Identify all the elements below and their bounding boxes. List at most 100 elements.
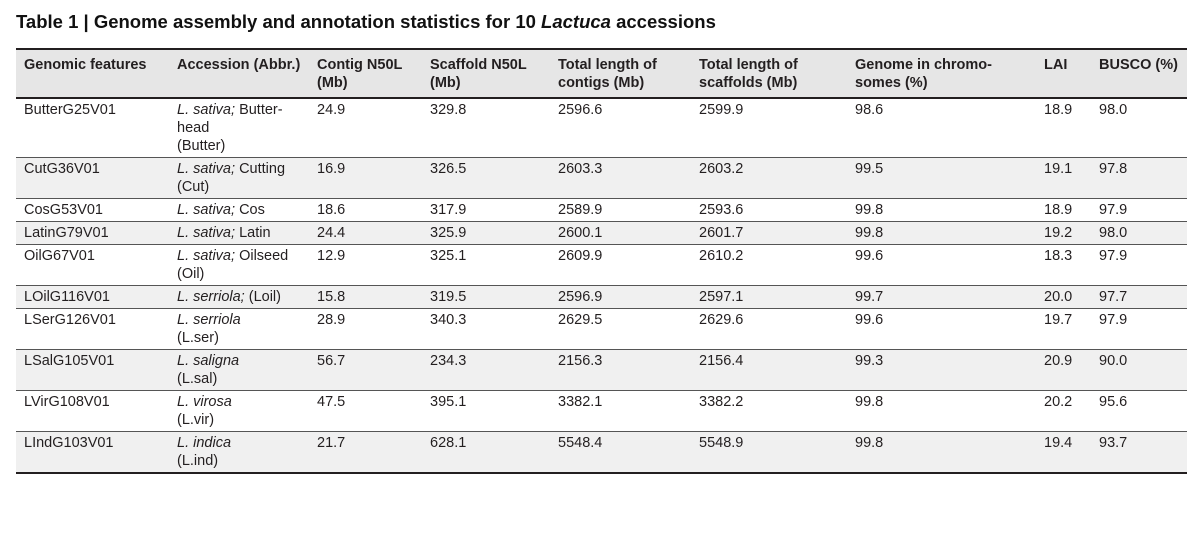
cell-genome-in-chromosomes: 99.8 xyxy=(847,390,1036,432)
cell-busco: 95.6 xyxy=(1091,390,1187,432)
cell-accession: L. sativa; Cutting (Cut) xyxy=(169,157,309,199)
col-header-total-length-contigs: Total length of contigs (Mb) xyxy=(550,48,691,99)
table-title-prefix: Table 1 | Genome assembly and annotation… xyxy=(16,11,542,32)
cell-total-length-contigs: 2600.1 xyxy=(550,221,691,245)
cell-genomic-feature: LatinG79V01 xyxy=(16,221,169,245)
cell-genome-in-chromosomes: 99.6 xyxy=(847,244,1036,286)
cell-genome-in-chromosomes: 99.5 xyxy=(847,157,1036,199)
cell-total-length-contigs: 2596.9 xyxy=(550,285,691,309)
cell-lai: 20.2 xyxy=(1036,390,1091,432)
cell-accession: L. serriola; (Loil) xyxy=(169,285,309,309)
cell-lai: 19.2 xyxy=(1036,221,1091,245)
species-name: L. sativa; xyxy=(177,102,236,118)
cell-total-length-scaffolds: 2599.9 xyxy=(691,98,847,158)
accession-abbr: (Oil) xyxy=(177,266,205,282)
accession-name: Cos xyxy=(239,202,265,218)
cell-total-length-contigs: 5548.4 xyxy=(550,431,691,474)
cell-genome-in-chromosomes: 98.6 xyxy=(847,98,1036,158)
cell-scaffold-n50l: 340.3 xyxy=(422,308,550,350)
cell-genomic-feature: CutG36V01 xyxy=(16,157,169,199)
cell-total-length-contigs: 2156.3 xyxy=(550,349,691,391)
cell-total-length-contigs: 2629.5 xyxy=(550,308,691,350)
cell-total-length-scaffolds: 2156.4 xyxy=(691,349,847,391)
cell-lai: 18.9 xyxy=(1036,98,1091,158)
cell-total-length-scaffolds: 2603.2 xyxy=(691,157,847,199)
cell-scaffold-n50l: 395.1 xyxy=(422,390,550,432)
cell-lai: 19.1 xyxy=(1036,157,1091,199)
cell-contig-n50l: 15.8 xyxy=(309,285,422,309)
species-name: L. saligna xyxy=(177,353,240,369)
species-name: L. serriola; xyxy=(177,289,245,305)
table-row: LatinG79V01 L. sativa; Latin 24.4 325.9 2600… xyxy=(16,221,1187,245)
cell-accession: L. virosa (L.vir) xyxy=(169,390,309,432)
cell-contig-n50l: 24.9 xyxy=(309,98,422,158)
cell-scaffold-n50l: 319.5 xyxy=(422,285,550,309)
cell-scaffold-n50l: 234.3 xyxy=(422,349,550,391)
accession-name: Oilseed xyxy=(239,248,289,264)
accession-abbr: (L.ind) xyxy=(177,453,219,469)
cell-genome-in-chromosomes: 99.8 xyxy=(847,431,1036,474)
accession-abbr: (Cut) xyxy=(177,179,210,195)
table-row: CutG36V01 L. sativa; Cutting (Cut) 16.9 326.… xyxy=(16,157,1187,199)
cell-contig-n50l: 16.9 xyxy=(309,157,422,199)
cell-accession: L. sativa; Cos xyxy=(169,198,309,222)
accession-name: Cutting xyxy=(239,161,286,177)
cell-scaffold-n50l: 317.9 xyxy=(422,198,550,222)
table-row: CosG53V01 L. sativa; Cos 18.6 317.9 2589.9 25… xyxy=(16,198,1187,222)
cell-total-length-contigs: 2589.9 xyxy=(550,198,691,222)
cell-accession: L. sativa; Oilseed (Oil) xyxy=(169,244,309,286)
table-title: Table 1 | Genome assembly and annotation… xyxy=(16,11,716,33)
cell-genomic-feature: LIndG103V01 xyxy=(16,431,169,474)
cell-busco: 97.9 xyxy=(1091,244,1187,286)
table-row: LOilG116V01 L. serriola; (Loil) 15.8 319.5 2… xyxy=(16,285,1187,309)
cell-total-length-contigs: 2603.3 xyxy=(550,157,691,199)
species-name: L. serriola xyxy=(177,312,241,328)
col-header-contig-n50l: Contig N50L (Mb) xyxy=(309,48,422,99)
cell-genomic-feature: ButterG25V01 xyxy=(16,98,169,158)
accession-name: Latin xyxy=(239,225,271,241)
cell-total-length-scaffolds: 2629.6 xyxy=(691,308,847,350)
cell-busco: 97.9 xyxy=(1091,198,1187,222)
cell-genome-in-chromosomes: 99.6 xyxy=(847,308,1036,350)
cell-busco: 97.8 xyxy=(1091,157,1187,199)
cell-genome-in-chromosomes: 99.3 xyxy=(847,349,1036,391)
col-header-genomic-features: Genomic features xyxy=(16,48,169,99)
cell-busco: 97.9 xyxy=(1091,308,1187,350)
cell-lai: 19.7 xyxy=(1036,308,1091,350)
cell-scaffold-n50l: 326.5 xyxy=(422,157,550,199)
cell-accession: L. serriola (L.ser) xyxy=(169,308,309,350)
table-row: LSerG126V01 L. serriola (L.ser) 28.9 340.3 26… xyxy=(16,308,1187,350)
cell-contig-n50l: 28.9 xyxy=(309,308,422,350)
cell-total-length-scaffolds: 2593.6 xyxy=(691,198,847,222)
cell-contig-n50l: 47.5 xyxy=(309,390,422,432)
cell-genomic-feature: OilG67V01 xyxy=(16,244,169,286)
table-header: Genomic features Accession (Abbr.) Conti… xyxy=(16,48,1187,99)
cell-genome-in-chromosomes: 99.7 xyxy=(847,285,1036,309)
cell-lai: 18.3 xyxy=(1036,244,1091,286)
cell-total-length-scaffolds: 2610.2 xyxy=(691,244,847,286)
accession-abbr: (Butter) xyxy=(177,138,226,154)
cell-total-length-contigs: 2609.9 xyxy=(550,244,691,286)
table-row: OilG67V01 L. sativa; Oilseed (Oil) 12.9 325.… xyxy=(16,244,1187,286)
table-row: ButterG25V01 L. sativa; Butter-head (Butte… xyxy=(16,98,1187,158)
cell-total-length-scaffolds: 3382.2 xyxy=(691,390,847,432)
col-header-genome-in-chromosomes: Genome in chromo-somes (%) xyxy=(847,48,1036,99)
col-header-total-length-scaffolds: Total length of scaffolds (Mb) xyxy=(691,48,847,99)
species-name: L. sativa; xyxy=(177,225,236,241)
accession-name: Butter-head xyxy=(177,102,283,136)
cell-scaffold-n50l: 329.8 xyxy=(422,98,550,158)
table-row: LSalG105V01 L. saligna (L.sal) 56.7 234.3 215… xyxy=(16,349,1187,391)
cell-accession: L. saligna (L.sal) xyxy=(169,349,309,391)
species-name: L. sativa; xyxy=(177,248,236,264)
table-title-suffix: accessions xyxy=(610,11,716,32)
cell-lai: 19.4 xyxy=(1036,431,1091,474)
cell-total-length-scaffolds: 2601.7 xyxy=(691,221,847,245)
cell-total-length-contigs: 2596.6 xyxy=(550,98,691,158)
cell-genomic-feature: LSerG126V01 xyxy=(16,308,169,350)
species-name: L. sativa; xyxy=(177,202,236,218)
cell-total-length-contigs: 3382.1 xyxy=(550,390,691,432)
table-title-genus: Lactuca xyxy=(541,11,611,32)
accession-abbr: (L.ser) xyxy=(177,330,219,346)
table-body: ButterG25V01 L. sativa; Butter-head (Butte… xyxy=(16,98,1187,474)
